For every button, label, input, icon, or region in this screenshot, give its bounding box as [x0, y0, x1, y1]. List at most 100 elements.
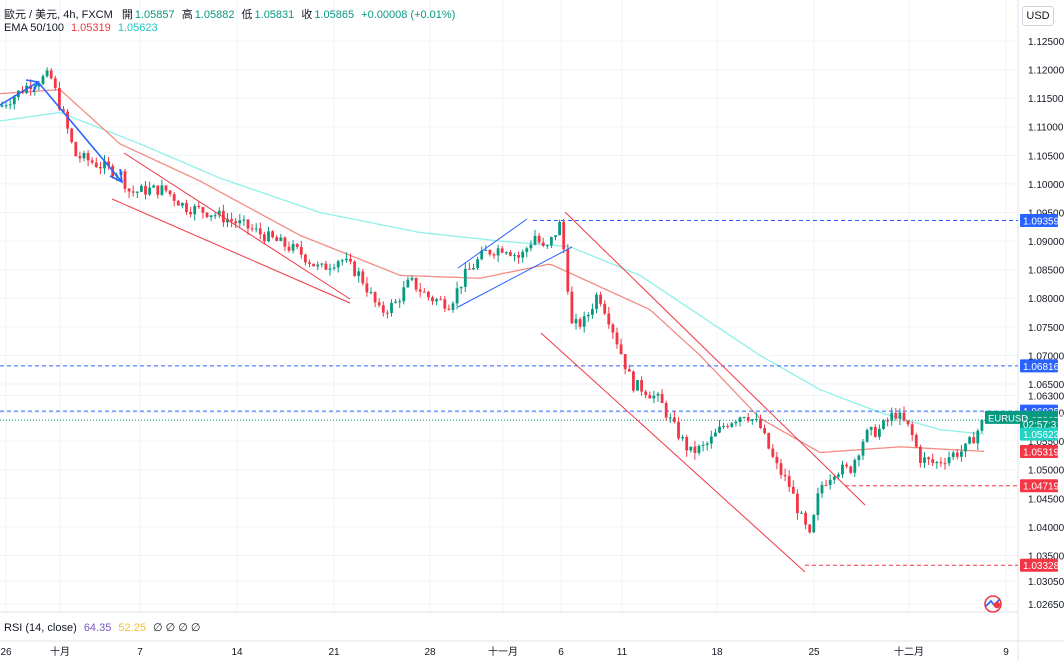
candle-body [521, 251, 525, 258]
candle-body [373, 292, 377, 303]
candle-body [258, 228, 262, 235]
chart-settings-icon[interactable] [980, 593, 1006, 615]
candle-body [738, 417, 742, 422]
candle-body [238, 220, 242, 224]
candle-body [37, 83, 41, 87]
candle-body [771, 448, 775, 457]
candle-body [213, 215, 217, 217]
candle-body [632, 371, 635, 391]
time-tick-label: 十一月 [488, 645, 518, 658]
blue-arrow-path[interactable] [0, 80, 123, 183]
candle-body [681, 437, 684, 439]
candle-body [156, 185, 160, 195]
candle-body [742, 417, 746, 419]
channel-line[interactable] [540, 332, 806, 573]
candle-body [0, 105, 4, 107]
candle-body [402, 287, 406, 302]
ema-legend[interactable]: EMA 50/100 1.05319 1.05623 [4, 22, 158, 34]
candle-body [800, 512, 803, 514]
price-tag-bg [1020, 479, 1058, 493]
price-axis[interactable]: 1.12500 1.12000 1.11500 1.11000 1.10500 1.100… [1020, 37, 1064, 611]
ema-label: EMA 50/100 [4, 22, 64, 34]
channel-line[interactable] [564, 211, 866, 506]
candle-body [570, 291, 574, 324]
candle-body [439, 299, 443, 301]
candle-body [980, 419, 984, 431]
wedge-line[interactable] [457, 246, 573, 308]
price-tag-label: 1.04719 [1023, 482, 1060, 493]
candle-body [677, 421, 680, 439]
rsi-label: RSI (14, close) [4, 622, 77, 634]
price-tick-label: 1.12000 [1028, 66, 1064, 77]
candle-body [545, 245, 549, 247]
candle-body [607, 313, 611, 325]
candle-body [492, 254, 496, 256]
candle-body [74, 142, 78, 157]
candle-body [927, 457, 930, 460]
candle-body [619, 344, 623, 355]
candle-body [890, 412, 894, 421]
price-tick-label: 1.07500 [1028, 323, 1064, 334]
time-tick-label: 25 [808, 647, 820, 658]
price-tick-label: 1.12500 [1028, 37, 1064, 48]
candle-body [513, 255, 516, 257]
candle-body [947, 457, 951, 464]
price-tick-label: 1.07000 [1028, 351, 1064, 362]
rsi-legend[interactable]: RSI (14, close) 64.35 52.25 ∅ ∅ ∅ ∅ [4, 621, 201, 634]
rsi-ma-value: 52.25 [118, 622, 146, 634]
price-tick-label: 1.09500 [1028, 208, 1064, 219]
candle-body [529, 244, 533, 249]
high-value: 1.05882 [194, 9, 235, 21]
channel-line[interactable] [111, 198, 351, 304]
currency-button[interactable]: USD [1022, 6, 1054, 26]
price-tick-label: 1.09000 [1028, 237, 1064, 248]
channel-line[interactable] [123, 152, 351, 300]
candle-body [340, 260, 344, 262]
candle-body [582, 316, 586, 327]
candle-body [627, 369, 631, 372]
candle-body [714, 432, 717, 437]
blue-arrowhead [25, 79, 40, 93]
candle-body [697, 445, 701, 453]
candle-body [422, 291, 426, 293]
low-label: 低 [241, 9, 253, 21]
candle-body [447, 308, 451, 310]
time-tick-label: 9 [1003, 647, 1009, 658]
candle-body [783, 474, 787, 477]
candle-body [591, 308, 594, 315]
candle-body [832, 476, 836, 480]
candle-body [730, 423, 734, 427]
time-tick-label: 十二月 [894, 645, 924, 658]
wedge-line[interactable] [457, 218, 528, 269]
candle-body [8, 104, 12, 106]
candle-body [599, 294, 602, 304]
candle-body [53, 78, 57, 89]
low-value: 1.05831 [254, 9, 295, 21]
candle-body [902, 412, 906, 421]
candle-body [656, 393, 660, 396]
candle-body [254, 228, 258, 230]
price-tag-label: 1.03328 [1023, 561, 1060, 572]
candle-body [164, 185, 168, 191]
time-axis[interactable]: 26 十月 7 14 21 28 十一月 6 11 18 25 十二月 9 [0, 645, 1009, 658]
candle-body [500, 248, 504, 253]
candle-body [381, 305, 385, 313]
candle-body [882, 420, 885, 429]
candle-body [320, 263, 324, 265]
close-value: 1.05865 [314, 9, 355, 21]
candle-body [923, 457, 926, 463]
candle-body [29, 85, 33, 90]
candle-body [94, 162, 98, 168]
drawings [0, 79, 866, 573]
candle-body [841, 464, 844, 475]
price-tick-label: 1.03500 [1028, 551, 1064, 562]
open-value: 1.05857 [134, 9, 175, 21]
candle-body [796, 493, 799, 514]
candle-body [718, 426, 721, 433]
time-tick-label: 14 [231, 647, 243, 658]
symbol-price-label: EURUSD [985, 410, 1028, 424]
candle-body [185, 202, 188, 213]
candle-body [480, 250, 484, 260]
